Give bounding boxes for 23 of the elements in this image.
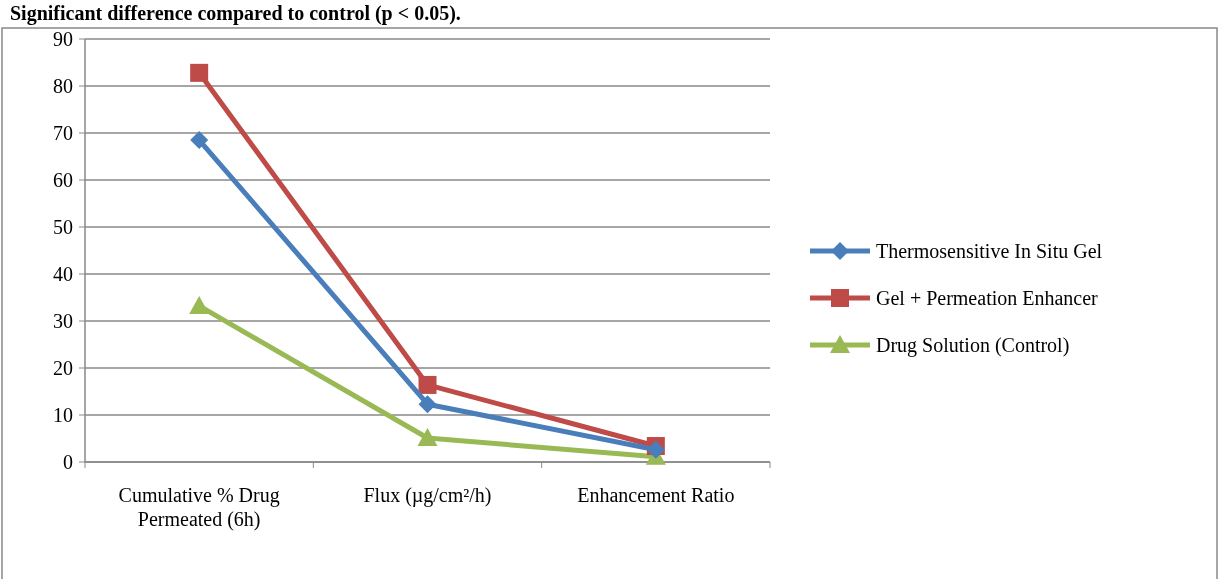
chart-title: Significant difference compared to control (p < 0.05). bbox=[10, 2, 461, 25]
y-tick-label: 10 bbox=[53, 404, 73, 426]
y-tick-label: 20 bbox=[53, 357, 73, 379]
y-tick-label: 90 bbox=[53, 28, 73, 50]
point bbox=[189, 295, 210, 314]
point bbox=[418, 395, 437, 414]
y-tick-label: 0 bbox=[63, 451, 73, 473]
y-tick-label: 30 bbox=[53, 310, 73, 332]
y-tick-label: 60 bbox=[53, 169, 73, 191]
y-tick-label: 40 bbox=[53, 263, 73, 285]
point bbox=[418, 375, 437, 394]
y-tick-label: 80 bbox=[53, 75, 73, 97]
x-tick-label: Flux (µg/cm²/h) bbox=[363, 484, 492, 507]
y-tick-label: 50 bbox=[53, 216, 73, 238]
x-tick-label: Cumulative % Drug Permeated (6h) bbox=[118, 484, 280, 531]
y-tick-label: 70 bbox=[53, 122, 73, 144]
legend-label: Drug Solution (Control) bbox=[876, 334, 1070, 357]
legend-label: Thermosensitive In Situ Gel bbox=[876, 240, 1103, 262]
x-tick-label: Enhancement Ratio bbox=[577, 484, 735, 506]
point bbox=[190, 63, 209, 82]
point bbox=[417, 428, 438, 447]
legend-label: Gel + Permeation Enhancer bbox=[876, 287, 1099, 309]
point bbox=[190, 131, 209, 150]
